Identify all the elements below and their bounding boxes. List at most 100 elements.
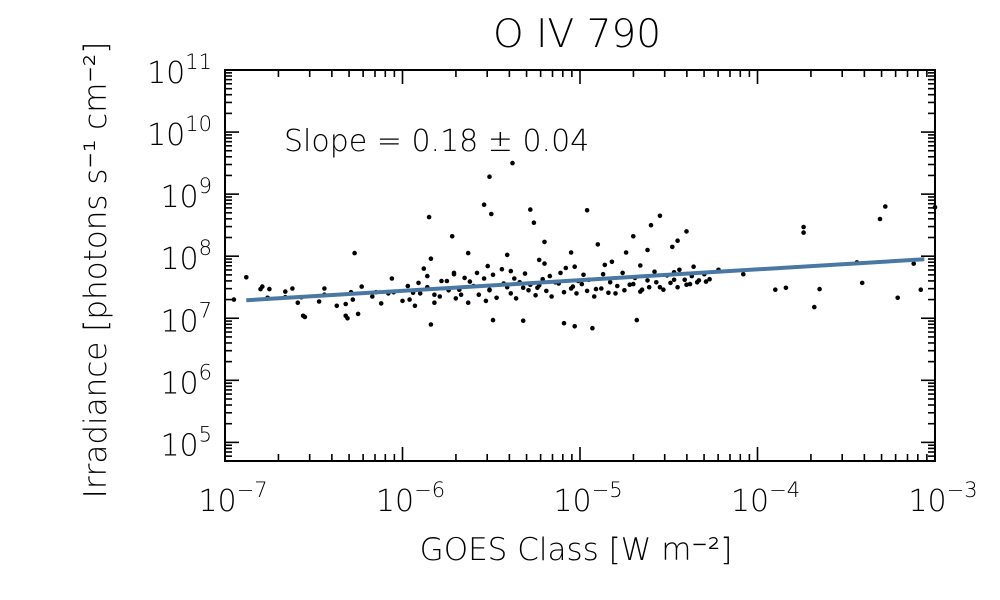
data-point (638, 263, 643, 268)
data-point (485, 263, 491, 269)
data-point (584, 208, 590, 213)
data-point (675, 238, 680, 243)
data-point (817, 286, 822, 292)
data-point (522, 271, 528, 276)
y-tick-label: 1011 (147, 50, 212, 91)
data-point (631, 281, 636, 287)
data-point (359, 284, 365, 289)
data-point (520, 318, 526, 324)
data-point (417, 291, 423, 296)
data-point (657, 284, 663, 290)
data-point (444, 278, 450, 284)
data-point (574, 291, 579, 296)
x-tick-label: 10−3 (908, 478, 977, 519)
data-point (474, 270, 480, 276)
data-point (590, 325, 595, 331)
data-point (568, 250, 574, 255)
data-point (549, 294, 554, 299)
y-tick-label: 105 (160, 422, 212, 463)
data-point (528, 207, 533, 212)
data-point (437, 294, 443, 299)
data-point (290, 286, 295, 291)
data-point (572, 264, 577, 270)
data-point (918, 287, 924, 293)
data-point (558, 270, 563, 276)
data-point (591, 294, 597, 299)
data-point (508, 268, 514, 274)
data-point (322, 286, 327, 291)
data-point (568, 286, 574, 291)
data-point (531, 220, 537, 225)
data-point (428, 322, 434, 327)
data-point (432, 292, 437, 298)
y-tick-labels: 105 106 107 108 109 1010 1011 (147, 50, 212, 463)
data-point (634, 317, 640, 323)
y-tick-label: 108 (160, 236, 212, 277)
data-point (481, 276, 487, 281)
data-point (684, 282, 689, 288)
data-point (453, 296, 459, 301)
x-tick-label: 10−5 (553, 478, 622, 519)
y-tick-label: 1010 (147, 112, 212, 153)
data-point (432, 300, 437, 306)
data-point (859, 280, 865, 286)
data-point (512, 276, 517, 281)
data-point (510, 160, 515, 166)
data-point (783, 285, 789, 291)
data-point (458, 292, 464, 298)
data-point (609, 259, 615, 265)
data-point (462, 275, 467, 281)
data-point (707, 276, 712, 282)
data-point (631, 234, 636, 239)
data-point (343, 301, 349, 307)
data-point (801, 224, 806, 230)
data-point (682, 277, 687, 283)
data-point (489, 211, 494, 217)
data-point (487, 288, 492, 293)
data-point (877, 216, 883, 222)
data-point (412, 303, 418, 309)
data-point (668, 280, 673, 286)
data-point (593, 286, 599, 292)
data-point (883, 204, 888, 209)
data-point (613, 291, 618, 296)
data-point (691, 264, 696, 270)
data-point (520, 285, 526, 291)
data-point (542, 239, 547, 245)
data-point (378, 301, 384, 306)
data-point (687, 281, 693, 287)
data-point (670, 244, 675, 250)
data-point (416, 280, 421, 286)
data-point (451, 270, 457, 276)
data-point (677, 267, 682, 273)
data-point (895, 295, 900, 301)
data-point (652, 269, 657, 275)
data-point (607, 280, 613, 285)
data-point (547, 273, 553, 279)
data-point (671, 277, 677, 283)
data-point (911, 261, 916, 266)
data-point (561, 320, 567, 326)
data-point (508, 291, 514, 296)
data-points (231, 160, 938, 331)
data-point (773, 287, 778, 293)
data-point (300, 313, 306, 319)
data-point (490, 317, 496, 323)
data-point (355, 311, 361, 317)
data-point (638, 289, 643, 294)
fit-line-layer (246, 257, 925, 303)
data-point (606, 290, 611, 296)
data-point (389, 276, 395, 281)
data-point (421, 266, 427, 271)
data-point (490, 272, 496, 278)
x-tick-labels: 10−7 10−6 10−5 10−4 10−3 (198, 478, 977, 519)
data-point (513, 296, 519, 301)
x-tick-label: 10−4 (731, 478, 800, 519)
data-point (425, 273, 430, 279)
data-point (504, 252, 510, 258)
data-point (646, 284, 652, 290)
data-point (533, 293, 538, 298)
axis-ticks (224, 69, 936, 461)
data-point (579, 281, 585, 287)
